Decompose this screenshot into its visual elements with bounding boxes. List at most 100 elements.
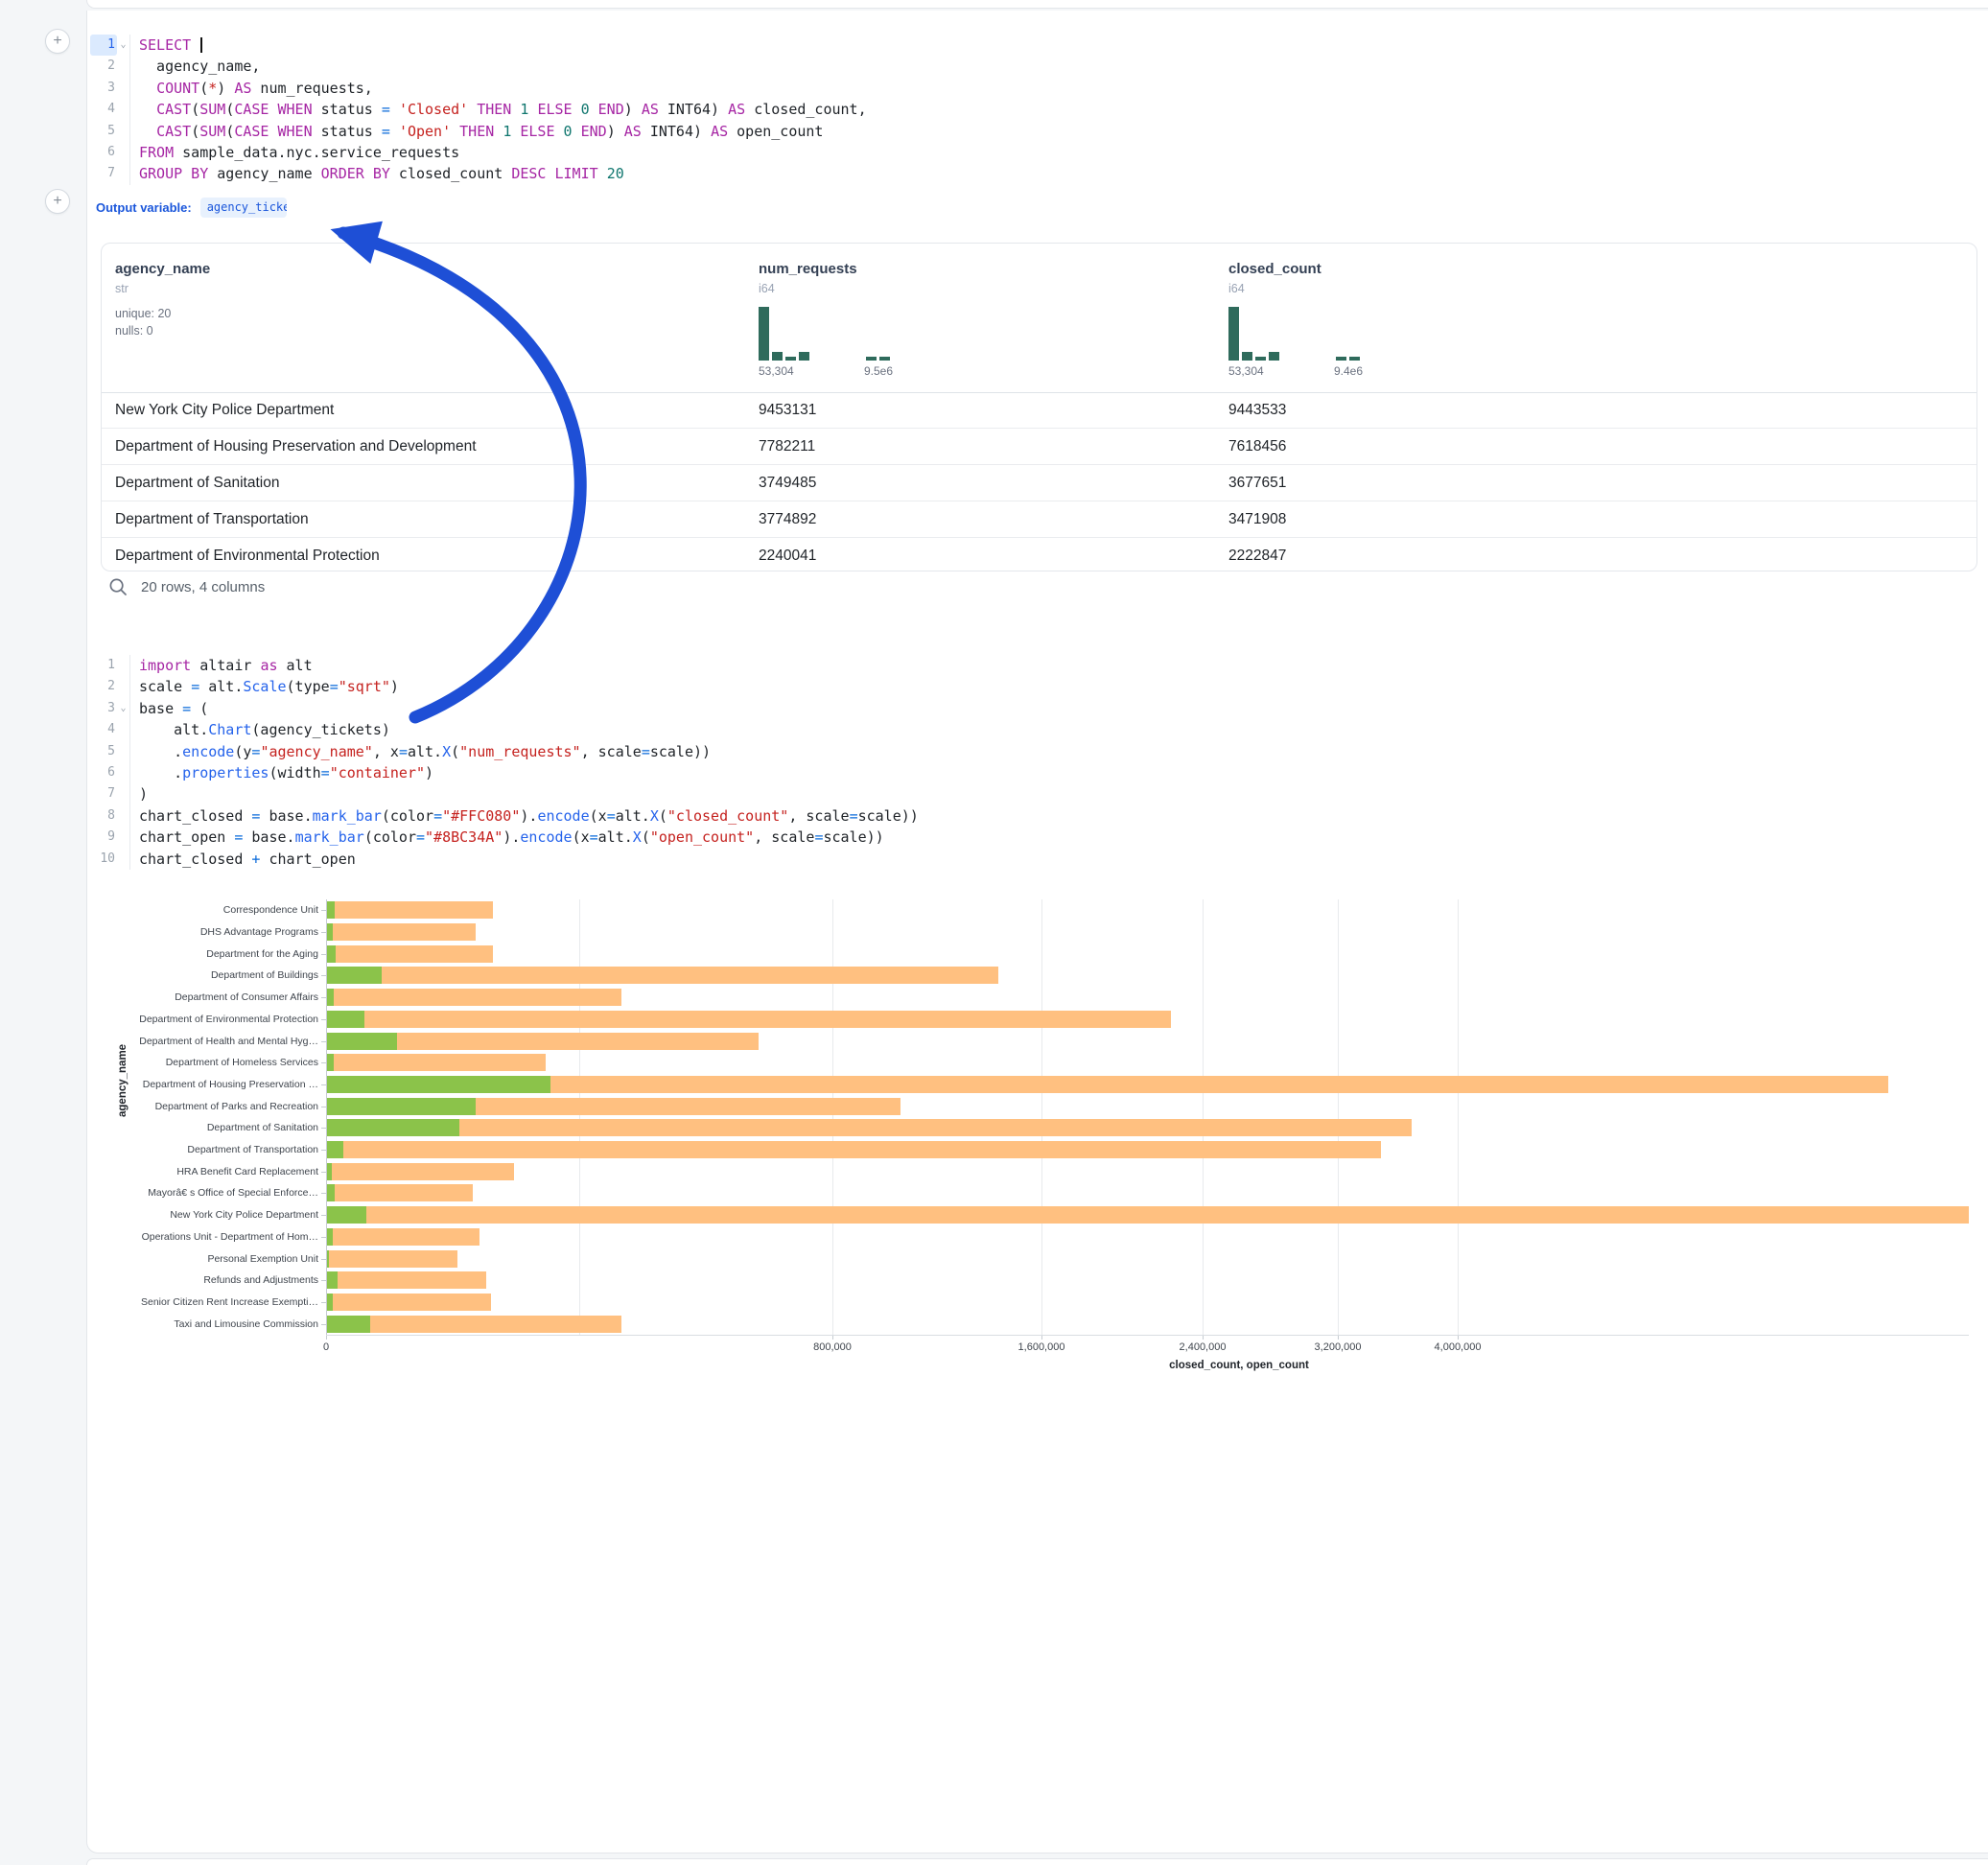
code-token: closed_count, [745,101,866,118]
code-token: scale)) [650,743,711,760]
table-cell: Department of Environmental Protection [115,538,748,571]
table-row: Department of Housing Preservation and D… [102,429,1976,465]
code-line[interactable]: 1⌄SELECT [90,35,1912,56]
code-line[interactable]: 4 alt.Chart(agency_tickets) [90,719,1912,740]
line-number: 3 [90,78,117,99]
code-line[interactable]: 2scale = alt.Scale(type="sqrt") [90,676,1912,697]
column-header-num_requests[interactable]: num_requestsi6453,3049.5e6 [759,244,1219,392]
column-header-closed_count[interactable]: closed_counti6453,3049.4e6 [1228,244,1967,392]
code-token [555,123,564,140]
code-token: alt. [408,743,442,760]
histogram-bar [1228,307,1239,361]
y-axis-label: Refunds and Adjustments [103,1273,318,1287]
histogram-bar [866,357,877,361]
code-token [546,165,554,182]
code-line[interactable]: 4 CAST(SUM(CASE WHEN status = 'Closed' T… [90,99,1912,120]
fold-spacer [117,741,129,762]
code-token [139,80,156,97]
bar-open [327,1316,370,1333]
code-token: ( [191,101,199,118]
bar-open [327,1076,550,1093]
y-axis-label: Department of Homeless Services [103,1056,318,1069]
code-text: alt.Chart(agency_tickets) [129,719,1912,740]
code-token: encode [520,828,572,846]
bar-closed [327,923,476,941]
code-token: alt. [139,721,208,738]
code-text: ) [129,783,1912,804]
code-token: CAST [156,101,191,118]
histogram-bar [772,352,783,361]
code-text: scale = alt.Scale(type="sqrt") [129,676,1912,697]
bar-open [327,1163,332,1180]
code-token: "#8BC34A" [425,828,503,846]
search-icon[interactable] [108,577,128,596]
y-axis-label: Department of Buildings [103,968,318,982]
bar-closed [327,967,998,984]
python-cell-editor[interactable]: 1import altair as alt2scale = alt.Scale(… [90,655,1912,870]
code-token: as [260,657,277,674]
table-cell: Department of Housing Preservation and D… [115,429,748,464]
y-axis-label: Department of Environmental Protection [103,1013,318,1026]
code-token: chart_open [139,828,234,846]
code-line[interactable]: 3⌄base = ( [90,698,1912,719]
table-cell: Department of Transportation [115,501,748,537]
grid-line [579,899,580,1335]
column-type: i64 [759,282,775,295]
bar-closed [327,1271,486,1289]
code-line[interactable]: 3 COUNT(*) AS num_requests, [90,78,1912,99]
code-line[interactable]: 1import altair as alt [90,655,1912,676]
code-line[interactable]: 7GROUP BY agency_name ORDER BY closed_co… [90,163,1912,184]
code-token: ( [191,700,208,717]
column-name: closed_count [1228,261,1321,277]
fold-icon[interactable]: ⌄ [117,35,129,56]
code-token: alt. [616,807,650,825]
column-stat: unique: 20 [115,307,171,320]
code-line[interactable]: 6 .properties(width="container") [90,762,1912,783]
histogram-bar [759,307,769,361]
x-axis-label: 2,400,000 [1155,1341,1251,1353]
add-cell-button-middle[interactable]: + [45,189,70,214]
code-token: base. [243,828,294,846]
code-token: CASE [234,101,269,118]
code-token: scale [139,678,191,695]
code-line[interactable]: 2 agency_name, [90,56,1912,77]
table-cell: 3749485 [759,465,1219,501]
code-line[interactable]: 10chart_closed + chart_open [90,849,1912,870]
code-token: altair [191,657,260,674]
code-token: X [633,828,642,846]
code-token: DESC [511,165,546,182]
table-cell: 9453131 [759,392,1219,428]
histogram-bar [1242,352,1252,361]
code-text: GROUP BY agency_name ORDER BY closed_cou… [129,163,1912,184]
code-line[interactable]: 5 .encode(y="agency_name", x=alt.X("num_… [90,741,1912,762]
bar-closed [327,1054,546,1071]
code-token [494,123,503,140]
grid-line [1203,899,1204,1335]
y-axis-label: Correspondence Unit [103,903,318,917]
code-line[interactable]: 8chart_closed = base.mark_bar(color="#FF… [90,805,1912,827]
code-token: INT64) [642,123,711,140]
code-line[interactable]: 6FROM sample_data.nyc.service_requests [90,142,1912,163]
grid-line [1338,899,1339,1335]
table-cell: 9443533 [1228,392,1967,428]
code-token: ). [503,828,520,846]
sql-cell-editor[interactable]: 1⌄SELECT 2 agency_name,3 COUNT(*) AS num… [90,35,1912,185]
bar-open [327,1119,459,1136]
fold-spacer [117,163,129,184]
x-axis-label: 800,000 [784,1341,880,1353]
fold-icon[interactable]: ⌄ [117,698,129,719]
previous-cell-edge [86,0,1988,9]
table-row: New York City Police Department945313194… [102,392,1976,429]
code-line[interactable]: 9chart_open = base.mark_bar(color="#8BC3… [90,827,1912,848]
code-token: THEN [477,101,511,118]
line-number: 5 [90,741,117,762]
code-line[interactable]: 5 CAST(SUM(CASE WHEN status = 'Open' THE… [90,121,1912,142]
add-cell-button-top[interactable]: + [45,29,70,54]
column-header-agency_name[interactable]: agency_namestrunique: 20nulls: 0 [115,244,748,392]
code-token: ( [451,743,459,760]
output-variable-chip[interactable]: agency_tickets [200,198,287,218]
code-token [191,36,199,54]
bar-closed [327,1076,1888,1093]
code-line[interactable]: 7) [90,783,1912,804]
fold-spacer [117,805,129,827]
